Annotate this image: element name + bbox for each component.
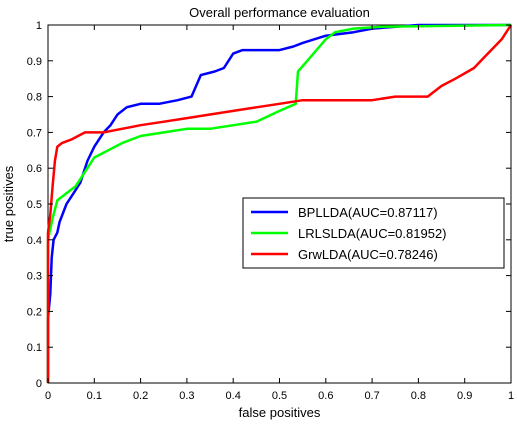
series-line-1 <box>46 23 512 383</box>
x-tick-label: 0.6 <box>318 390 333 402</box>
axis-ticks: 0 0.1 0.2 0.3 0.4 0.5 0.6 0.7 0.8 0.9 1 0 0.1 0.2 0.3 0… <box>27 20 514 402</box>
y-tick-label: 0.1 <box>27 342 42 354</box>
legend-label-0: BPLLDA(AUC=0.87117) <box>298 205 438 220</box>
y-tick-label: 0.7 <box>27 127 42 139</box>
y-tick-label: 1 <box>36 20 42 32</box>
y-tick-label: 0.9 <box>27 56 42 68</box>
x-tick-label: 0.5 <box>272 390 287 402</box>
legend-label-2: GrwLDA(AUC=0.78246) <box>298 247 438 262</box>
x-tick-label: 1 <box>508 390 514 402</box>
chart-title: Overall performance evaluation <box>189 5 370 20</box>
x-tick-label: 0.9 <box>457 390 472 402</box>
x-tick-label: 0.7 <box>364 390 379 402</box>
series-line-2 <box>46 24 513 383</box>
x-tick-label: 0.3 <box>179 390 194 402</box>
y-tick-label: 0.8 <box>27 92 42 104</box>
x-tick-label: 0.1 <box>87 390 102 402</box>
y-tick-label: 0.2 <box>27 306 42 318</box>
y-tick-label: 0.4 <box>27 235 42 247</box>
y-axis-title: true positives <box>1 165 16 242</box>
series-layer <box>46 23 513 383</box>
y-tick-label: 0.5 <box>27 199 42 211</box>
x-tick-label: 0.8 <box>411 390 426 402</box>
x-tick-label: 0.4 <box>226 390 241 402</box>
y-tick-label: 0.6 <box>27 163 42 175</box>
legend: BPLLDA(AUC=0.87117) LRLSLDA(AUC=0.81952) G… <box>242 197 505 269</box>
series-line-0 <box>46 23 511 383</box>
x-tick-label: 0 <box>45 390 51 402</box>
x-tick-label: 0.2 <box>133 390 148 402</box>
y-tick-label: 0.3 <box>27 271 42 283</box>
legend-label-1: LRLSLDA(AUC=0.81952) <box>298 226 447 241</box>
y-tick-label: 0 <box>36 378 42 390</box>
x-axis-title: false positives <box>239 405 321 420</box>
